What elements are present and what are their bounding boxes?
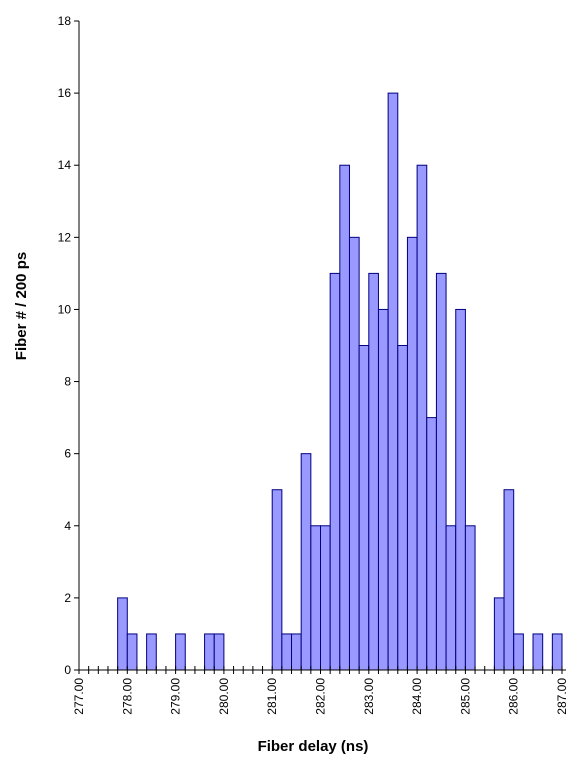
x-tick-label: 279.00 — [169, 678, 183, 715]
bar — [464, 525, 476, 671]
y-tick-label: 6 — [64, 447, 71, 461]
y-tick-label: 18 — [58, 14, 72, 28]
bar — [126, 633, 138, 671]
x-tick-label: 283.00 — [362, 678, 376, 715]
bar — [175, 633, 186, 671]
x-tick-label: 277.00 — [72, 678, 86, 715]
x-tick-label: 278.00 — [120, 678, 134, 715]
y-tick-label: 16 — [58, 86, 72, 100]
x-tick-label: 286.00 — [507, 678, 521, 715]
x-axis: 277.00 278.00 279.00 280.00 281.00 282.00 283.… — [72, 666, 568, 715]
bar — [204, 633, 215, 671]
bar — [271, 489, 283, 671]
x-axis-title: Fiber delay (ns) — [258, 738, 369, 755]
y-axis-title: Fiber # / 200 ps — [13, 252, 30, 360]
bar — [281, 633, 293, 671]
bar — [493, 597, 505, 671]
bar — [387, 92, 399, 671]
bar — [551, 633, 563, 671]
bar — [329, 272, 341, 671]
x-tick-label: 284.00 — [410, 678, 424, 715]
bar — [532, 633, 544, 671]
bar — [291, 633, 302, 671]
x-tick-label: 282.00 — [314, 678, 328, 715]
bar — [435, 272, 447, 671]
bar — [445, 525, 457, 671]
y-tick-label: 12 — [58, 230, 72, 244]
x-tick-label: 280.00 — [217, 678, 231, 715]
y-tick-label: 10 — [58, 302, 72, 316]
bar — [397, 345, 408, 671]
bar — [310, 525, 321, 671]
x-tick-label: 285.00 — [458, 678, 472, 715]
bar — [320, 525, 331, 671]
bar — [146, 633, 157, 671]
bar — [339, 164, 350, 671]
y-tick-label: 14 — [58, 158, 72, 172]
bar — [513, 633, 524, 671]
bar — [117, 597, 128, 671]
bar — [426, 417, 437, 671]
y-tick-label: 0 — [64, 663, 71, 677]
bar — [503, 489, 515, 671]
bar — [213, 633, 225, 671]
y-axis: 0 2 4 6 8 10 12 14 16 18 — [58, 14, 80, 677]
bar — [416, 164, 428, 671]
y-tick-label: 2 — [64, 591, 71, 605]
bar — [377, 308, 389, 671]
bar — [455, 308, 466, 671]
y-tick-label: 4 — [64, 519, 71, 533]
bar — [348, 236, 360, 671]
x-tick-label: 281.00 — [265, 678, 279, 715]
bar — [300, 453, 312, 671]
x-tick-label: 287.00 — [555, 678, 568, 715]
bar — [358, 345, 370, 671]
bar — [406, 236, 418, 671]
bars-group — [117, 92, 563, 671]
y-tick-label: 8 — [64, 375, 71, 389]
bar — [368, 272, 379, 671]
